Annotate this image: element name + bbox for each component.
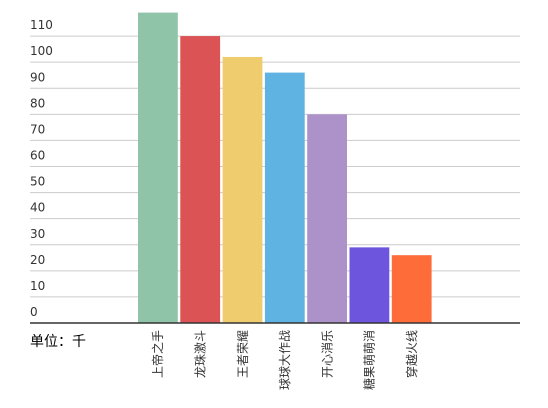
- x-tick-label: 球球大作战: [278, 330, 292, 390]
- x-tick-label: 龙珠激斗: [193, 330, 207, 378]
- x-tick-label: 糖果萌萌消: [362, 330, 377, 390]
- bar: [307, 114, 347, 323]
- bar: [180, 36, 221, 323]
- y-tick-label: 50: [30, 175, 45, 189]
- y-tick-label: 100: [30, 44, 53, 58]
- y-tick-label: 110: [30, 18, 53, 32]
- unit-label: 单位：千: [30, 334, 86, 350]
- y-tick-label: 10: [30, 279, 45, 293]
- bar: [138, 12, 178, 323]
- bar: [391, 255, 432, 323]
- y-tick-label: 60: [30, 149, 45, 163]
- y-tick-label: 80: [30, 96, 45, 110]
- bar: [349, 247, 390, 323]
- x-tick-label: 王者荣耀: [236, 330, 250, 378]
- y-tick-label: 30: [30, 227, 45, 241]
- bar: [222, 56, 263, 323]
- x-tick-label: 开心消乐: [320, 330, 334, 378]
- y-tick-label: 40: [30, 201, 45, 215]
- x-tick-label: 穿越火线: [404, 330, 419, 378]
- bar: [264, 72, 305, 323]
- y-tick-label: 20: [30, 253, 45, 267]
- y-tick-label: 70: [30, 122, 45, 136]
- x-tick-label: 上帝之手: [150, 330, 165, 378]
- y-tick-label: 90: [30, 70, 45, 84]
- y-tick-label: 0: [30, 305, 38, 319]
